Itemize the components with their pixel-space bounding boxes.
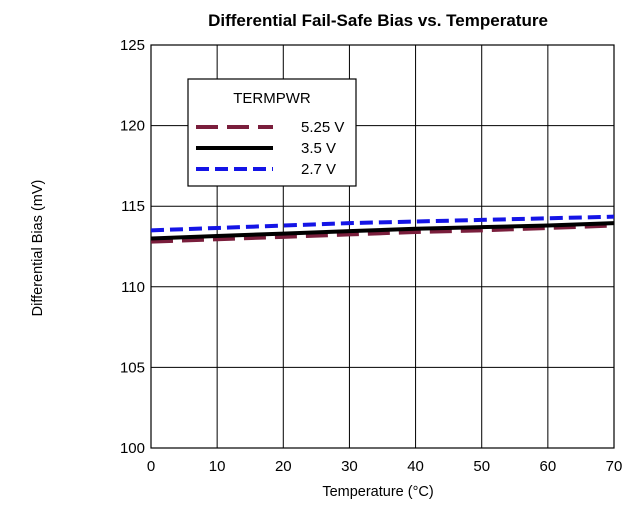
x-tick-label: 20	[275, 458, 292, 475]
x-tick-label: 70	[606, 458, 623, 475]
x-tick-label: 60	[540, 458, 557, 475]
legend-title: TERMPWR	[233, 90, 311, 107]
x-axis-label: Temperature (°C)	[322, 484, 433, 500]
legend: TERMPWR 5.25 V 3.5 V 2.7 V	[187, 78, 357, 187]
y-tick-label: 105	[120, 359, 145, 376]
x-tick-label: 10	[209, 458, 226, 475]
x-tick-label: 0	[147, 458, 155, 475]
y-tick-label: 100	[120, 440, 145, 457]
y-tick-label: 115	[121, 198, 145, 215]
series-layer	[150, 214, 615, 244]
legend-label: 3.5 V	[301, 140, 336, 157]
legend-label: 5.25 V	[301, 119, 344, 136]
chart-title: Differential Fail-Safe Bias vs. Temperat…	[208, 11, 548, 30]
legend-label: 2.7 V	[301, 161, 336, 178]
legend-items: 5.25 V 3.5 V 2.7 V	[196, 119, 344, 178]
x-tick-label: 40	[407, 458, 424, 475]
tick-labels: 0 10 20 30 40 50 60 70 100 105 110 115 120 125	[120, 37, 622, 475]
x-tick-label: 30	[341, 458, 358, 475]
series-line	[150, 221, 615, 241]
y-axis-label: Differential Bias (mV)	[30, 180, 46, 317]
series-line	[150, 214, 615, 233]
y-tick-label: 125	[120, 37, 145, 54]
y-tick-label: 120	[120, 118, 145, 135]
x-tick-label: 50	[473, 458, 490, 475]
y-tick-label: 110	[121, 279, 145, 296]
series-line	[150, 223, 615, 244]
plot-frame	[150, 44, 615, 449]
